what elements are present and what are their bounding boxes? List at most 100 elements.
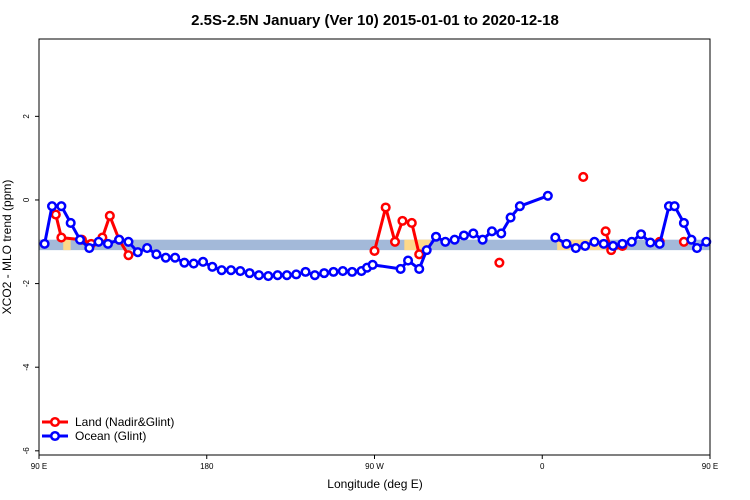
data-point [686, 234, 697, 245]
data-point [514, 201, 525, 212]
data-point [84, 242, 95, 254]
y-tick-label: 2 [22, 114, 31, 119]
data-point [104, 210, 115, 221]
data-point [578, 171, 589, 183]
data-point [319, 268, 330, 279]
data-point [494, 257, 505, 268]
data-point [678, 217, 689, 229]
data-point [570, 242, 581, 254]
legend-item: Land (Nadir&Glint) [42, 415, 174, 429]
x-tick-label: 90 E [31, 462, 47, 471]
x-axis-label: Longitude (deg E) [327, 477, 422, 491]
data-point [626, 236, 637, 247]
data-point [263, 271, 274, 282]
data-point [406, 217, 417, 229]
data-point [496, 228, 507, 239]
legend-item: Ocean (Glint) [42, 429, 146, 443]
data-point [486, 226, 497, 237]
land-band-segment [63, 239, 71, 251]
land-band-segment [404, 239, 431, 251]
data-point [151, 249, 162, 260]
series-ocean [39, 190, 712, 282]
data-point [114, 234, 125, 245]
data-point [132, 247, 143, 258]
data-point [65, 217, 76, 229]
data-point [369, 245, 380, 257]
data-point [300, 266, 311, 277]
data-point [337, 265, 348, 277]
data-point [645, 237, 656, 248]
data-point [468, 228, 479, 239]
data-point [477, 234, 488, 245]
plot-area [39, 171, 712, 282]
data-point [654, 238, 665, 249]
x-tick-label: 0 [540, 462, 545, 471]
data-point [414, 249, 425, 260]
data-point [123, 236, 134, 247]
data-point [56, 201, 67, 212]
data-point [421, 245, 432, 256]
data-point [550, 232, 561, 243]
legend-label: Ocean (Glint) [75, 429, 146, 443]
data-point [253, 270, 264, 281]
data-point [561, 238, 572, 249]
x-tick-label: 90 E [702, 462, 718, 471]
data-point [397, 215, 408, 226]
data-point [380, 202, 391, 213]
data-point [395, 263, 406, 274]
data-point [93, 236, 104, 247]
legend-marker [49, 430, 61, 442]
legend-label: Land (Nadir&Glint) [75, 415, 174, 429]
data-point [617, 238, 628, 249]
y-tick-label: -4 [22, 363, 31, 371]
data-point [142, 242, 153, 254]
data-point [635, 229, 647, 240]
data-point [458, 230, 470, 241]
data-point [669, 201, 680, 212]
data-point [430, 231, 442, 242]
data-point [367, 259, 378, 270]
data-point [244, 268, 255, 279]
data-point [600, 226, 611, 237]
data-point [46, 201, 58, 212]
series-line [43, 194, 708, 278]
data-point [389, 236, 401, 247]
data-point [505, 212, 516, 223]
data-point [235, 265, 246, 277]
data-point [74, 234, 86, 245]
data-point [216, 265, 227, 276]
chart-title: 2.5S-2.5N January (Ver 10) 2015-01-01 to… [191, 12, 559, 29]
data-point [56, 232, 67, 243]
x-tick-label: 180 [200, 462, 214, 471]
data-point [542, 190, 553, 201]
legend-marker [49, 416, 61, 428]
data-point [225, 265, 237, 276]
data-point [309, 270, 320, 281]
data-point [589, 236, 600, 247]
data-point [170, 252, 181, 263]
data-point [608, 240, 619, 252]
y-tick-label: -6 [22, 447, 31, 455]
data-point [102, 238, 114, 249]
data-point [347, 266, 358, 277]
data-point [691, 242, 703, 254]
data-point [39, 238, 50, 249]
data-point [50, 209, 61, 220]
data-point [328, 266, 339, 277]
data-point [449, 234, 460, 245]
data-point [188, 258, 199, 269]
data-point [272, 270, 283, 281]
data-point [160, 252, 171, 263]
y-axis-label: XCO2 - MLO trend (ppm) [0, 180, 14, 315]
data-point [281, 270, 292, 281]
legend: Land (Nadir&Glint)Ocean (Glint) [42, 415, 174, 443]
data-point [414, 263, 425, 274]
data-point [291, 269, 302, 280]
data-point [207, 261, 218, 272]
data-point [179, 257, 190, 268]
y-tick-label: 0 [22, 197, 31, 202]
y-tick-label: -2 [22, 279, 31, 287]
x-tick-label: 90 W [365, 462, 384, 471]
data-point [701, 236, 712, 247]
